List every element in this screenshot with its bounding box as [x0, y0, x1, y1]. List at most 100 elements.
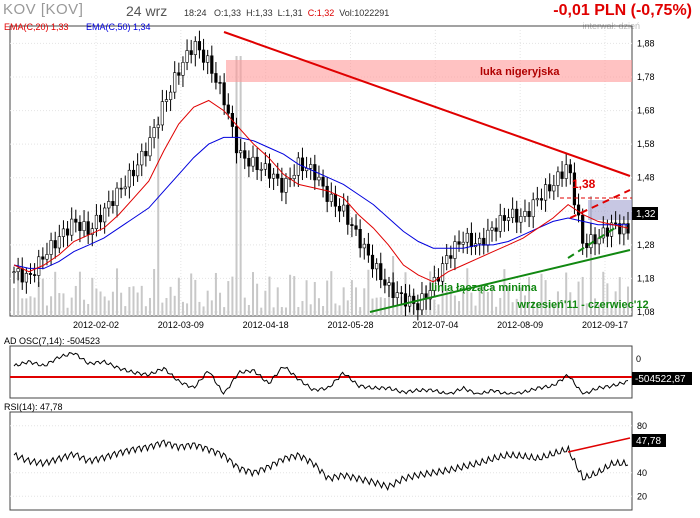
volume-bar	[17, 269, 20, 316]
x-tick-label: 2012-07-04	[412, 320, 458, 330]
candle-body	[127, 169, 131, 188]
x-tick-label: 2012-02-02	[73, 320, 119, 330]
volume-bar	[243, 297, 246, 316]
candle-body	[193, 41, 197, 55]
volume-bar	[124, 306, 127, 316]
volume-bar	[165, 297, 168, 316]
candle-body	[428, 290, 432, 300]
volume-bar	[548, 301, 551, 316]
gap-label: luka nigeryjska	[480, 66, 560, 78]
volume-bar	[536, 303, 539, 316]
candle-body	[560, 171, 564, 179]
volume-bar	[622, 306, 625, 316]
volume-bar	[157, 116, 160, 316]
candle-body	[572, 172, 577, 206]
x-tick-label: 2012-03-09	[158, 320, 204, 330]
candle-body	[531, 199, 535, 218]
candle-body	[65, 228, 70, 236]
candle-body	[453, 241, 457, 259]
volume-bar	[371, 298, 374, 316]
volume-bar	[264, 290, 267, 316]
candle-body	[440, 263, 445, 282]
volume-bar	[556, 291, 559, 316]
volume-bar	[107, 300, 110, 316]
candle-body	[37, 256, 41, 276]
support-trendline	[369, 249, 631, 313]
candle-body	[123, 186, 127, 190]
volume-bar	[602, 271, 605, 316]
volume-bar	[260, 307, 263, 316]
candle-body	[272, 173, 276, 179]
volume-bar	[62, 293, 65, 316]
candle-body	[234, 126, 239, 154]
adosc-label: AD OSC(7,14): -504523	[4, 336, 100, 346]
candle-body	[515, 208, 519, 223]
candle-body	[78, 221, 82, 231]
candle-body	[259, 168, 263, 171]
adosc-value-box	[632, 372, 692, 385]
candle-body	[325, 185, 329, 202]
candle-body	[581, 214, 585, 244]
volume-bar	[37, 281, 40, 316]
candle-body	[622, 223, 626, 235]
volume-bar	[585, 303, 588, 316]
candle-body	[502, 215, 506, 221]
candle-body	[140, 150, 144, 166]
volume-bar	[359, 307, 362, 316]
volume-bar	[280, 307, 283, 316]
volume-bar	[289, 274, 292, 316]
volume-bar	[33, 297, 36, 316]
volume-bar	[13, 288, 15, 316]
candle-body	[136, 164, 140, 177]
open-value: O:1,33	[214, 8, 242, 18]
rsi-y-tick-label: 80	[637, 421, 647, 431]
candle-body	[342, 204, 346, 212]
high-value: H:1,33	[246, 8, 273, 18]
volume-bar	[355, 287, 358, 316]
price-y-tick-label: 1,78	[637, 72, 655, 82]
candle-body	[354, 225, 358, 230]
candle-body	[564, 164, 568, 179]
volume-bar	[569, 292, 572, 316]
volume-bar	[317, 298, 320, 316]
volume-bar	[70, 297, 73, 316]
volume-bar	[66, 307, 69, 316]
candle-body	[280, 178, 284, 193]
volume-bar	[334, 303, 337, 316]
volume-bar	[433, 299, 436, 316]
candle-body	[490, 227, 494, 231]
candle-body	[218, 82, 222, 84]
candle-body	[449, 255, 453, 259]
volume-bar	[54, 271, 57, 316]
candle-body	[478, 237, 482, 245]
candle-body	[148, 137, 152, 157]
volume-bar	[305, 280, 308, 316]
candle-body	[53, 240, 57, 249]
candle-body	[115, 187, 119, 206]
volume-bar	[198, 301, 201, 316]
volume-bar	[350, 280, 353, 316]
candle-body	[243, 150, 247, 159]
gap-band	[226, 60, 632, 82]
volume-bar	[58, 293, 61, 316]
candle-body	[181, 62, 185, 76]
volume-bar	[202, 306, 205, 316]
volume-bar	[301, 301, 304, 316]
legend-ema20: EMA(C,20) 1,33	[4, 22, 69, 32]
candle-body	[82, 221, 86, 231]
candle-body	[173, 72, 177, 93]
candle-body	[177, 72, 181, 76]
volume-bar	[499, 297, 502, 316]
candle-body	[12, 271, 16, 274]
candle-body	[296, 157, 300, 176]
candle-body	[263, 163, 267, 170]
volume-bar	[41, 278, 44, 316]
volume-bar	[103, 296, 106, 316]
candle-body	[416, 303, 420, 311]
level-label: 1,38	[572, 177, 596, 191]
candle-body	[70, 218, 74, 236]
candle-body	[511, 208, 515, 218]
volume-bar	[91, 277, 94, 316]
volume-bar	[322, 306, 325, 316]
volume-bar	[495, 306, 498, 316]
